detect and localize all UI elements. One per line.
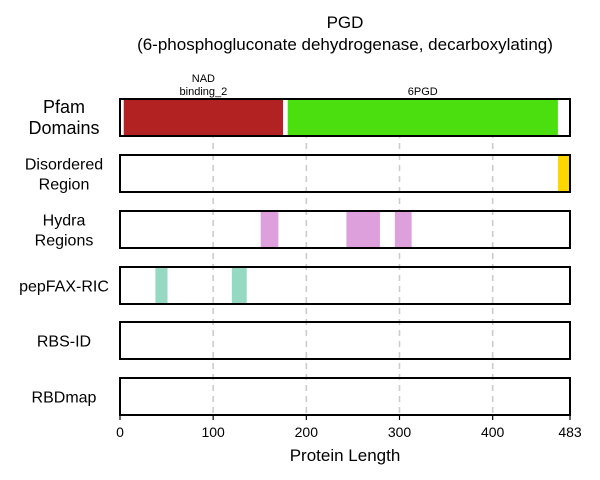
gridlines bbox=[212, 99, 494, 415]
track-segment bbox=[346, 212, 380, 247]
track: pepFAX-RIC bbox=[19, 266, 571, 305]
chart-title-line: (6-phosphogluconate dehydrogenase, decar… bbox=[137, 35, 553, 54]
track-segment bbox=[557, 156, 570, 191]
x-axis-title: Protein Length bbox=[290, 446, 401, 465]
track: Disordered Region bbox=[25, 154, 571, 194]
track-label: RBS-ID bbox=[37, 334, 91, 351]
track-segment bbox=[155, 268, 168, 303]
x-tick-label: 100 bbox=[201, 424, 225, 440]
track-frame bbox=[119, 321, 571, 360]
track-segment bbox=[123, 100, 284, 135]
track-segment bbox=[287, 100, 558, 135]
x-tick-label: 200 bbox=[295, 424, 319, 440]
track-frame bbox=[119, 98, 571, 137]
track: RBDmap bbox=[32, 377, 571, 416]
track-label: pepFAX-RIC bbox=[19, 279, 109, 296]
track-label: Hydra bbox=[43, 213, 86, 230]
track-segment bbox=[231, 268, 247, 303]
track-label: Regions bbox=[35, 233, 94, 250]
chart-title: PGD (6-phosphogluconate dehydrogenase, de… bbox=[137, 13, 553, 54]
x-tick-label: 300 bbox=[388, 424, 412, 440]
track-label: Region bbox=[39, 177, 90, 194]
track: RBS-ID bbox=[37, 321, 571, 360]
track: Hydra Regions bbox=[35, 210, 571, 250]
x-tick-label: 400 bbox=[481, 424, 505, 440]
track-frame bbox=[119, 377, 571, 416]
track-label: RBDmap bbox=[32, 390, 97, 407]
x-tick-label: 483 bbox=[558, 424, 582, 440]
track-frame bbox=[119, 210, 571, 249]
x-tick-label: 0 bbox=[116, 424, 124, 440]
track-label: Disordered bbox=[25, 157, 103, 174]
track-label: Pfam bbox=[43, 97, 85, 117]
track-frame bbox=[119, 266, 571, 305]
track-segment bbox=[394, 212, 412, 247]
segment-label: binding_2 bbox=[180, 86, 228, 98]
x-axis: 0 100 200 300 400 483 Protein Length bbox=[116, 414, 582, 465]
chart-title-line: PGD bbox=[327, 13, 364, 32]
track-frame bbox=[119, 154, 571, 193]
segment-label: 6PGD bbox=[408, 86, 438, 98]
track-label: Domains bbox=[28, 118, 99, 138]
track-segment bbox=[260, 212, 279, 247]
segment-label: NAD bbox=[192, 73, 215, 85]
